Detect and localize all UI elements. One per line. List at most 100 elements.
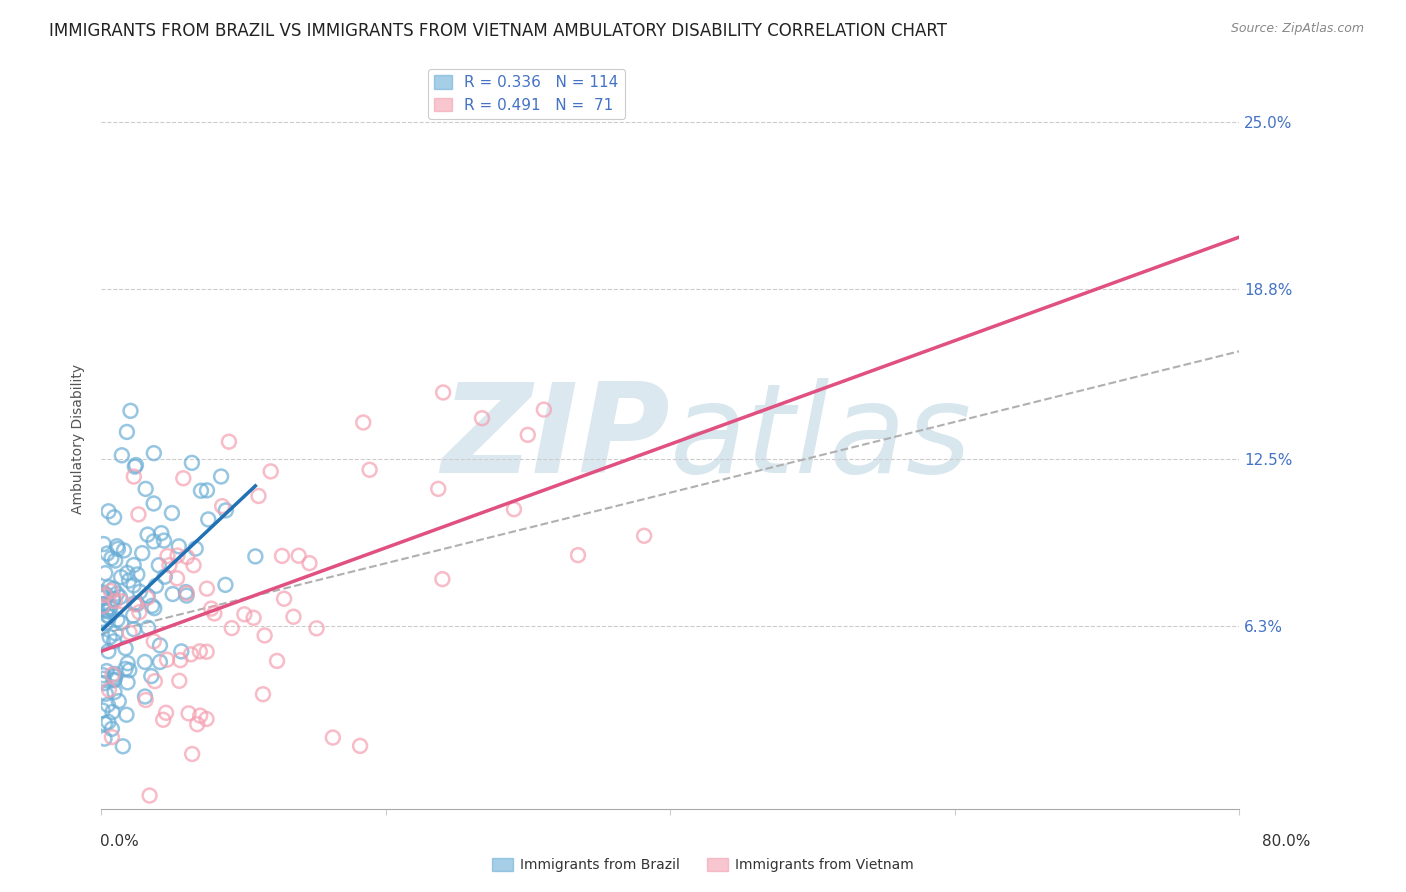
Point (188, 644, 211, 658)
Point (97, 714, 120, 729)
Point (186, 717, 208, 731)
Point (134, 690, 156, 704)
Point (91, 668, 114, 682)
Point (273, 591, 295, 606)
Point (215, 503, 238, 517)
Point (94, 687, 117, 701)
Point (136, 591, 159, 605)
Point (169, 673, 191, 688)
Point (91, 598, 114, 612)
Point (101, 593, 124, 607)
Point (97, 698, 120, 712)
Point (148, 558, 170, 573)
Point (633, 529, 655, 543)
Point (103, 510, 125, 524)
Point (183, 558, 205, 573)
Point (104, 626, 127, 640)
Point (134, 655, 156, 669)
Point (142, 496, 165, 510)
Point (124, 596, 146, 610)
Legend: R = 0.336   N = 114, R = 0.491   N =  71: R = 0.336 N = 114, R = 0.491 N = 71 (427, 69, 624, 119)
Point (516, 428, 538, 442)
Point (432, 572, 454, 586)
Legend: Immigrants from Brazil, Immigrants from Vietnam: Immigrants from Brazil, Immigrants from … (486, 853, 920, 878)
Point (122, 578, 145, 592)
Point (112, 543, 135, 558)
Point (93, 537, 115, 551)
Point (110, 594, 132, 608)
Point (160, 506, 183, 520)
Point (271, 549, 294, 563)
Point (503, 502, 526, 516)
Point (127, 508, 149, 522)
Point (114, 662, 136, 676)
Point (101, 667, 124, 681)
Point (101, 730, 124, 744)
Text: atlas: atlas (671, 378, 973, 500)
Point (94, 588, 117, 602)
Point (100, 584, 122, 599)
Point (138, 789, 160, 803)
Point (167, 539, 190, 553)
Point (98, 630, 121, 644)
Point (427, 482, 450, 496)
Point (177, 706, 200, 721)
Point (260, 464, 283, 478)
Point (118, 625, 141, 640)
Point (218, 434, 240, 449)
Point (122, 558, 145, 572)
Point (96, 664, 118, 678)
Point (117, 675, 139, 690)
Point (166, 549, 188, 563)
Point (105, 587, 128, 601)
Point (359, 463, 381, 477)
Point (97, 504, 120, 518)
Point (124, 598, 146, 612)
Point (352, 416, 374, 430)
Point (155, 706, 177, 720)
Point (91, 600, 114, 615)
Point (101, 722, 124, 736)
Point (322, 731, 344, 745)
Point (197, 512, 219, 526)
Point (195, 645, 218, 659)
Text: Source: ZipAtlas.com: Source: ZipAtlas.com (1230, 22, 1364, 36)
Point (211, 499, 233, 513)
Point (253, 628, 276, 642)
Point (141, 669, 163, 683)
Point (114, 641, 136, 656)
Point (107, 694, 129, 708)
Point (103, 582, 125, 596)
Text: IMMIGRANTS FROM BRAZIL VS IMMIGRANTS FROM VIETNAM AMBULATORY DISABILITY CORRELAT: IMMIGRANTS FROM BRAZIL VS IMMIGRANTS FRO… (49, 22, 948, 40)
Point (98, 609, 121, 624)
Point (190, 483, 212, 498)
Point (176, 586, 198, 600)
Point (107, 541, 129, 556)
Point (107, 613, 129, 627)
Point (471, 411, 494, 425)
Point (118, 574, 141, 588)
Point (120, 404, 142, 418)
Point (143, 601, 166, 615)
Point (111, 448, 134, 462)
Point (135, 482, 157, 496)
Point (153, 570, 176, 584)
Point (162, 587, 184, 601)
Point (567, 548, 589, 562)
Point (91, 704, 114, 718)
Point (349, 739, 371, 753)
Point (305, 621, 328, 635)
Point (172, 471, 194, 485)
Point (202, 607, 225, 621)
Point (156, 549, 179, 563)
Point (93, 591, 115, 605)
Point (152, 713, 174, 727)
Point (432, 385, 454, 400)
Point (188, 708, 211, 723)
Point (100, 551, 122, 566)
Point (96, 604, 118, 618)
Point (118, 663, 141, 677)
Point (149, 639, 172, 653)
Point (180, 648, 202, 662)
Point (209, 469, 232, 483)
